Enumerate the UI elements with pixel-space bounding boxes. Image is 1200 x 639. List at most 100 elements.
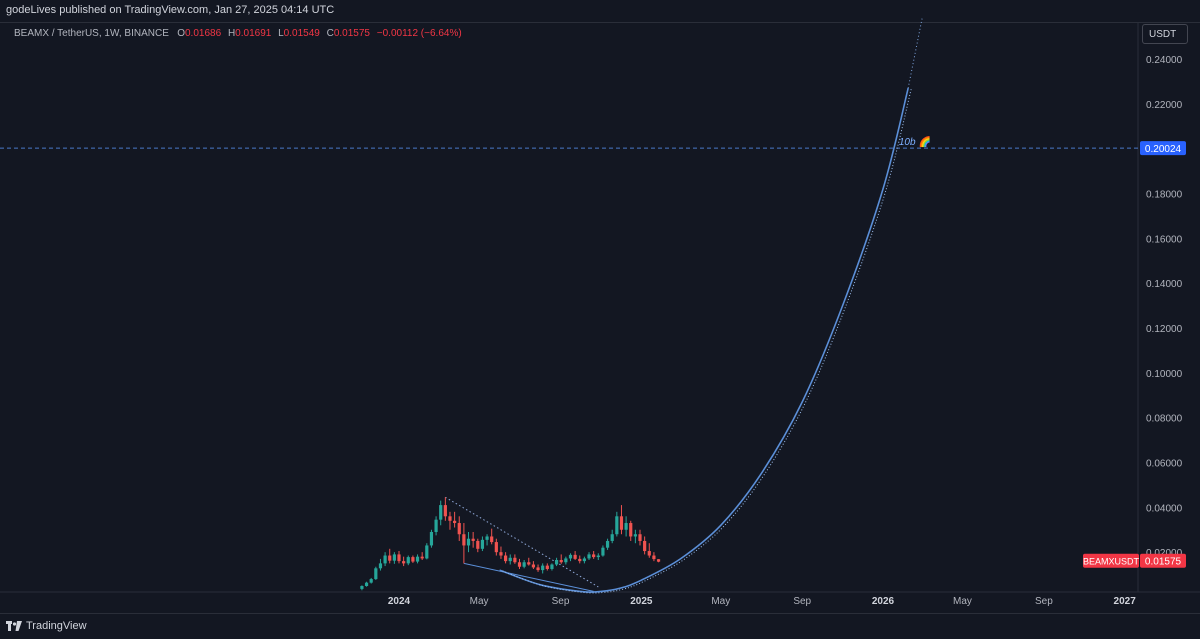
candle-body bbox=[453, 520, 457, 524]
candle bbox=[369, 577, 373, 584]
tradingview-logo-icon bbox=[6, 621, 22, 631]
candle-body bbox=[592, 554, 596, 558]
candle bbox=[629, 520, 633, 541]
candle-body bbox=[406, 557, 410, 564]
last-price-label-bg bbox=[1140, 553, 1186, 568]
candle-body bbox=[656, 559, 661, 562]
price-tick-label: 0.12000 bbox=[1146, 324, 1183, 335]
time-axis[interactable]: 2024 May Sep 2025 May Sep 2026 May Sep 2027 bbox=[388, 596, 1136, 607]
candle-body bbox=[633, 534, 637, 537]
candle bbox=[605, 538, 610, 550]
candle bbox=[550, 563, 554, 571]
rainbow-icon: 🌈 bbox=[919, 135, 931, 148]
price-axis[interactable]: 0.24000 0.22000 0.18000 0.16000 0.14000 0.120… bbox=[1146, 55, 1183, 559]
candle bbox=[503, 552, 508, 564]
annotation-text[interactable]: 10b bbox=[899, 137, 916, 148]
candle-body bbox=[503, 555, 508, 562]
candle-body bbox=[568, 554, 573, 559]
channel-line[interactable] bbox=[463, 562, 594, 592]
time-tick-label: 2027 bbox=[1114, 596, 1137, 607]
candle-body bbox=[402, 561, 406, 564]
candle bbox=[434, 516, 438, 536]
candle bbox=[568, 553, 573, 562]
candle bbox=[415, 554, 420, 564]
candle bbox=[656, 559, 661, 563]
price-tick-label: 0.24000 bbox=[1146, 55, 1183, 66]
candle bbox=[596, 553, 600, 561]
currency-unit-button[interactable]: USDT bbox=[1142, 24, 1188, 44]
candle bbox=[564, 556, 568, 565]
candle-body bbox=[369, 579, 373, 583]
candle bbox=[522, 560, 526, 569]
candle bbox=[638, 529, 642, 546]
drawings[interactable] bbox=[445, 18, 923, 594]
price-tick-label: 0.18000 bbox=[1146, 190, 1183, 201]
time-tick-label: May bbox=[470, 596, 489, 607]
candle-body bbox=[397, 554, 401, 562]
candle bbox=[457, 516, 461, 541]
price-tick-label: 0.02000 bbox=[1146, 548, 1183, 559]
candle bbox=[536, 564, 540, 572]
symbol-legend: BEAMX / TetherUS, 1W, BINANCE O0.01686 H… bbox=[14, 28, 462, 39]
downtrend-line[interactable] bbox=[445, 496, 599, 588]
candle bbox=[397, 551, 401, 564]
parabolic-curve[interactable] bbox=[499, 87, 909, 593]
candle bbox=[554, 557, 559, 567]
candle-body bbox=[476, 540, 480, 549]
candle bbox=[624, 516, 628, 537]
candle-body bbox=[624, 523, 628, 530]
candle-body bbox=[615, 516, 619, 535]
candles bbox=[360, 497, 661, 591]
candle bbox=[633, 529, 637, 544]
candle bbox=[541, 563, 545, 574]
candle-body bbox=[439, 505, 443, 520]
hline-price-label-bg bbox=[1140, 141, 1186, 156]
price-tick-label: 0.16000 bbox=[1146, 234, 1183, 245]
candle bbox=[360, 585, 364, 591]
candle bbox=[480, 536, 485, 552]
candle bbox=[573, 551, 577, 561]
candle-body bbox=[573, 554, 577, 559]
candle-body bbox=[619, 516, 624, 530]
candle-body bbox=[652, 555, 656, 560]
candle-body bbox=[499, 552, 503, 556]
candle-body bbox=[550, 564, 554, 569]
candle bbox=[383, 552, 387, 567]
candle-body bbox=[527, 562, 531, 565]
candle bbox=[462, 523, 466, 564]
hline-price-label: 0.20024 bbox=[1145, 144, 1182, 155]
candle bbox=[499, 546, 503, 559]
candle bbox=[443, 497, 447, 521]
price-tick-label: 0.04000 bbox=[1146, 503, 1183, 514]
candle bbox=[374, 566, 378, 580]
price-tick-label: 0.14000 bbox=[1146, 279, 1183, 290]
candle bbox=[364, 581, 369, 587]
symbol-name: BEAMX / TetherUS, 1W, BINANCE bbox=[14, 28, 169, 39]
candle bbox=[559, 554, 563, 564]
candle-body bbox=[490, 536, 494, 543]
time-tick-label: 2026 bbox=[872, 596, 895, 607]
candle bbox=[425, 543, 429, 560]
candle-body bbox=[480, 539, 485, 549]
candle bbox=[448, 511, 452, 530]
candle-body bbox=[434, 519, 438, 532]
candle-body bbox=[513, 557, 517, 563]
candle-body bbox=[383, 555, 387, 564]
symbol-price-tag-bg bbox=[1083, 553, 1139, 568]
candle bbox=[466, 531, 471, 553]
candle-body bbox=[448, 516, 452, 521]
price-tick-label: 0.10000 bbox=[1146, 369, 1183, 380]
candle bbox=[494, 538, 498, 556]
time-tick-label: Sep bbox=[793, 596, 811, 607]
candle-body bbox=[420, 556, 424, 559]
candle-body bbox=[545, 565, 549, 569]
candle-body bbox=[596, 555, 600, 558]
candle-body bbox=[559, 560, 563, 563]
open-value: 0.01686 bbox=[185, 28, 222, 39]
candle-body bbox=[378, 563, 383, 569]
candle bbox=[517, 558, 522, 569]
candle bbox=[619, 505, 624, 535]
candle bbox=[392, 552, 396, 564]
candle bbox=[513, 554, 517, 564]
